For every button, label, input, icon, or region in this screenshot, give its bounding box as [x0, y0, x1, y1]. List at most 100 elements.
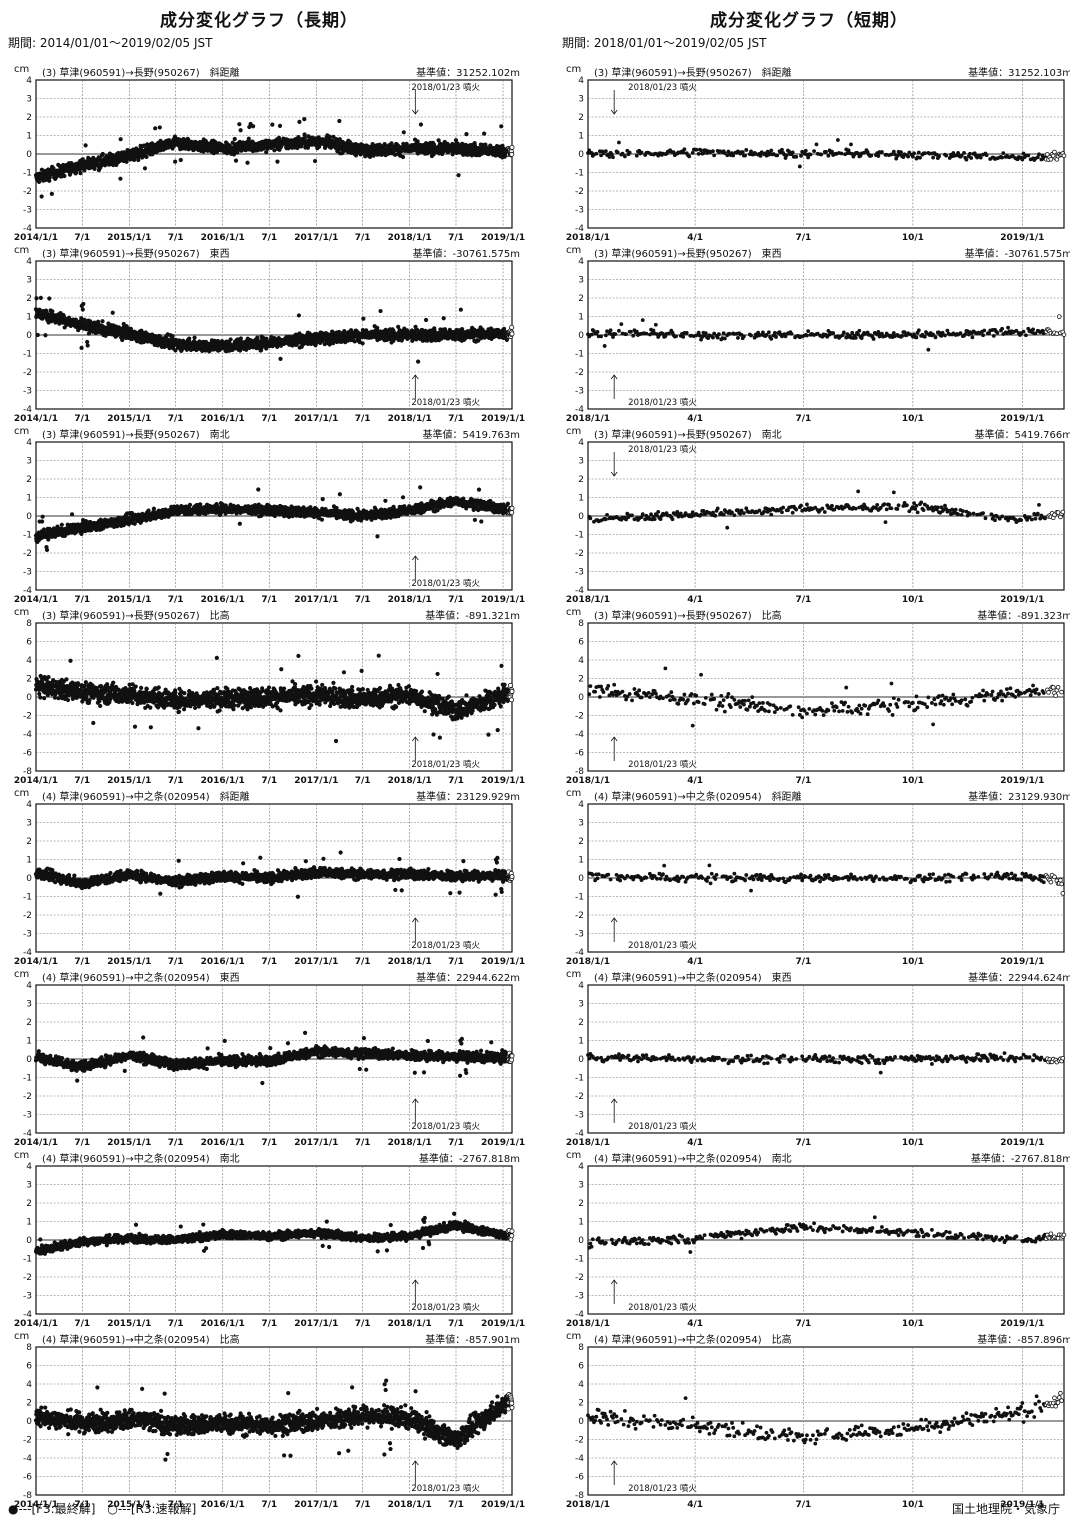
y-tick-label: -1	[23, 350, 32, 360]
f3-point	[764, 333, 769, 337]
r3-point	[1061, 332, 1067, 338]
f3-point	[690, 151, 695, 155]
x-tick-label: 7/1	[168, 414, 184, 424]
x-tick-label: 2017/1/1	[294, 414, 338, 424]
f3-point	[978, 155, 983, 160]
f3-point	[608, 328, 613, 333]
x-tick-label: 2014/1/1	[14, 233, 58, 243]
f3-point	[939, 333, 944, 338]
f3-point	[853, 335, 858, 340]
chart-title: (3) 草津(960591)→長野(950267) 南北	[42, 430, 230, 441]
f3-point	[681, 334, 686, 339]
f3-point	[840, 333, 845, 338]
f3-point	[830, 149, 834, 154]
f3-point	[715, 335, 720, 340]
f3-point	[862, 150, 866, 155]
f3-point	[712, 153, 717, 158]
y-tick-label: 0	[26, 331, 32, 341]
r3-point	[1052, 149, 1057, 155]
f3-point	[246, 136, 251, 141]
f3-point	[595, 329, 600, 334]
f3-point	[803, 148, 808, 153]
f3-point	[302, 117, 307, 122]
f3-point	[504, 337, 509, 342]
f3-point	[696, 330, 701, 335]
f3-point	[721, 331, 726, 336]
f3-point	[158, 138, 163, 143]
f3-point	[278, 356, 283, 361]
x-tick-label: 7/1	[795, 233, 811, 243]
y-tick-label: 4	[26, 438, 32, 448]
base-value: 基準値：5419.763m	[422, 430, 520, 441]
f3-point	[238, 128, 243, 133]
f3-point	[233, 158, 239, 163]
f3-point	[110, 310, 115, 315]
y-tick-label: -4	[575, 405, 584, 415]
f3-point	[62, 173, 67, 179]
y-tick-label: -1	[23, 531, 32, 541]
f3-point	[594, 151, 599, 156]
eruption-annotation: 2018/01/23 噴火	[628, 82, 697, 93]
f3-point	[631, 333, 636, 338]
f3-point	[297, 119, 302, 124]
f3-point	[383, 143, 388, 148]
f3-point	[694, 147, 699, 152]
y-tick-label: 1	[578, 313, 584, 323]
f3-point	[431, 142, 437, 147]
f3-point	[900, 333, 905, 338]
f3-point	[805, 333, 809, 338]
f3-point	[701, 151, 706, 156]
f3-point	[192, 335, 197, 340]
x-tick-label: 7/1	[74, 595, 90, 605]
f3-point	[907, 150, 912, 155]
f3-point	[611, 335, 615, 339]
f3-point	[995, 330, 1000, 335]
f3-point	[937, 154, 941, 159]
y-tick-label: -3	[575, 206, 584, 216]
y-tick-label: 1	[578, 132, 584, 142]
y-tick-label: 2	[578, 113, 584, 123]
f3-point	[806, 155, 811, 160]
unit-label: cm	[14, 64, 30, 75]
f3-point	[235, 150, 240, 155]
x-tick-label: 2019/1/1	[1000, 414, 1044, 424]
y-tick-label: 4	[26, 257, 32, 267]
f3-point	[901, 155, 906, 159]
f3-point	[41, 527, 47, 532]
x-tick-label: 7/1	[261, 233, 277, 243]
x-tick-label: 2017/1/1	[294, 595, 338, 605]
f3-point	[500, 143, 505, 148]
f3-point	[694, 333, 699, 338]
f3-point	[237, 122, 242, 127]
x-tick-label: 4/1	[687, 414, 703, 424]
f3-point	[761, 330, 765, 335]
f3-point	[35, 332, 40, 338]
f3-point	[644, 331, 649, 336]
f3-point	[331, 134, 336, 139]
chart-header: cm (3) 草津(960591)→長野(950267) 南北 基準値：5419.7…	[8, 424, 520, 441]
f3-point	[963, 332, 968, 337]
f3-point	[684, 330, 689, 335]
f3-point	[245, 160, 250, 165]
f3-point	[34, 296, 39, 301]
chart-header: cm (3) 草津(960591)→長野(950267) 斜距離 基準値：31252…	[560, 62, 1070, 79]
f3-point	[620, 151, 625, 156]
f3-point	[400, 154, 406, 160]
y-tick-label: 4	[578, 76, 584, 86]
f3-point	[711, 335, 715, 340]
y-tick-label: 0	[578, 331, 584, 341]
f3-point	[964, 157, 969, 162]
right-column-period: 期間: 2018/01/01～2019/02/05 JST	[562, 36, 767, 50]
f3-point	[944, 153, 949, 158]
f3-point	[766, 330, 771, 335]
f3-point	[81, 301, 86, 307]
x-tick-label: 2015/1/1	[107, 595, 151, 605]
x-tick-label: 2016/1/1	[201, 414, 245, 424]
chart-title: (3) 草津(960591)→長野(950267) 斜距離	[42, 68, 240, 79]
f3-point	[611, 155, 615, 160]
chart-panel: cm (3) 草津(960591)→長野(950267) 斜距離 基準値：31252…	[8, 62, 525, 250]
f3-point	[740, 150, 745, 155]
unit-label: cm	[14, 245, 30, 256]
